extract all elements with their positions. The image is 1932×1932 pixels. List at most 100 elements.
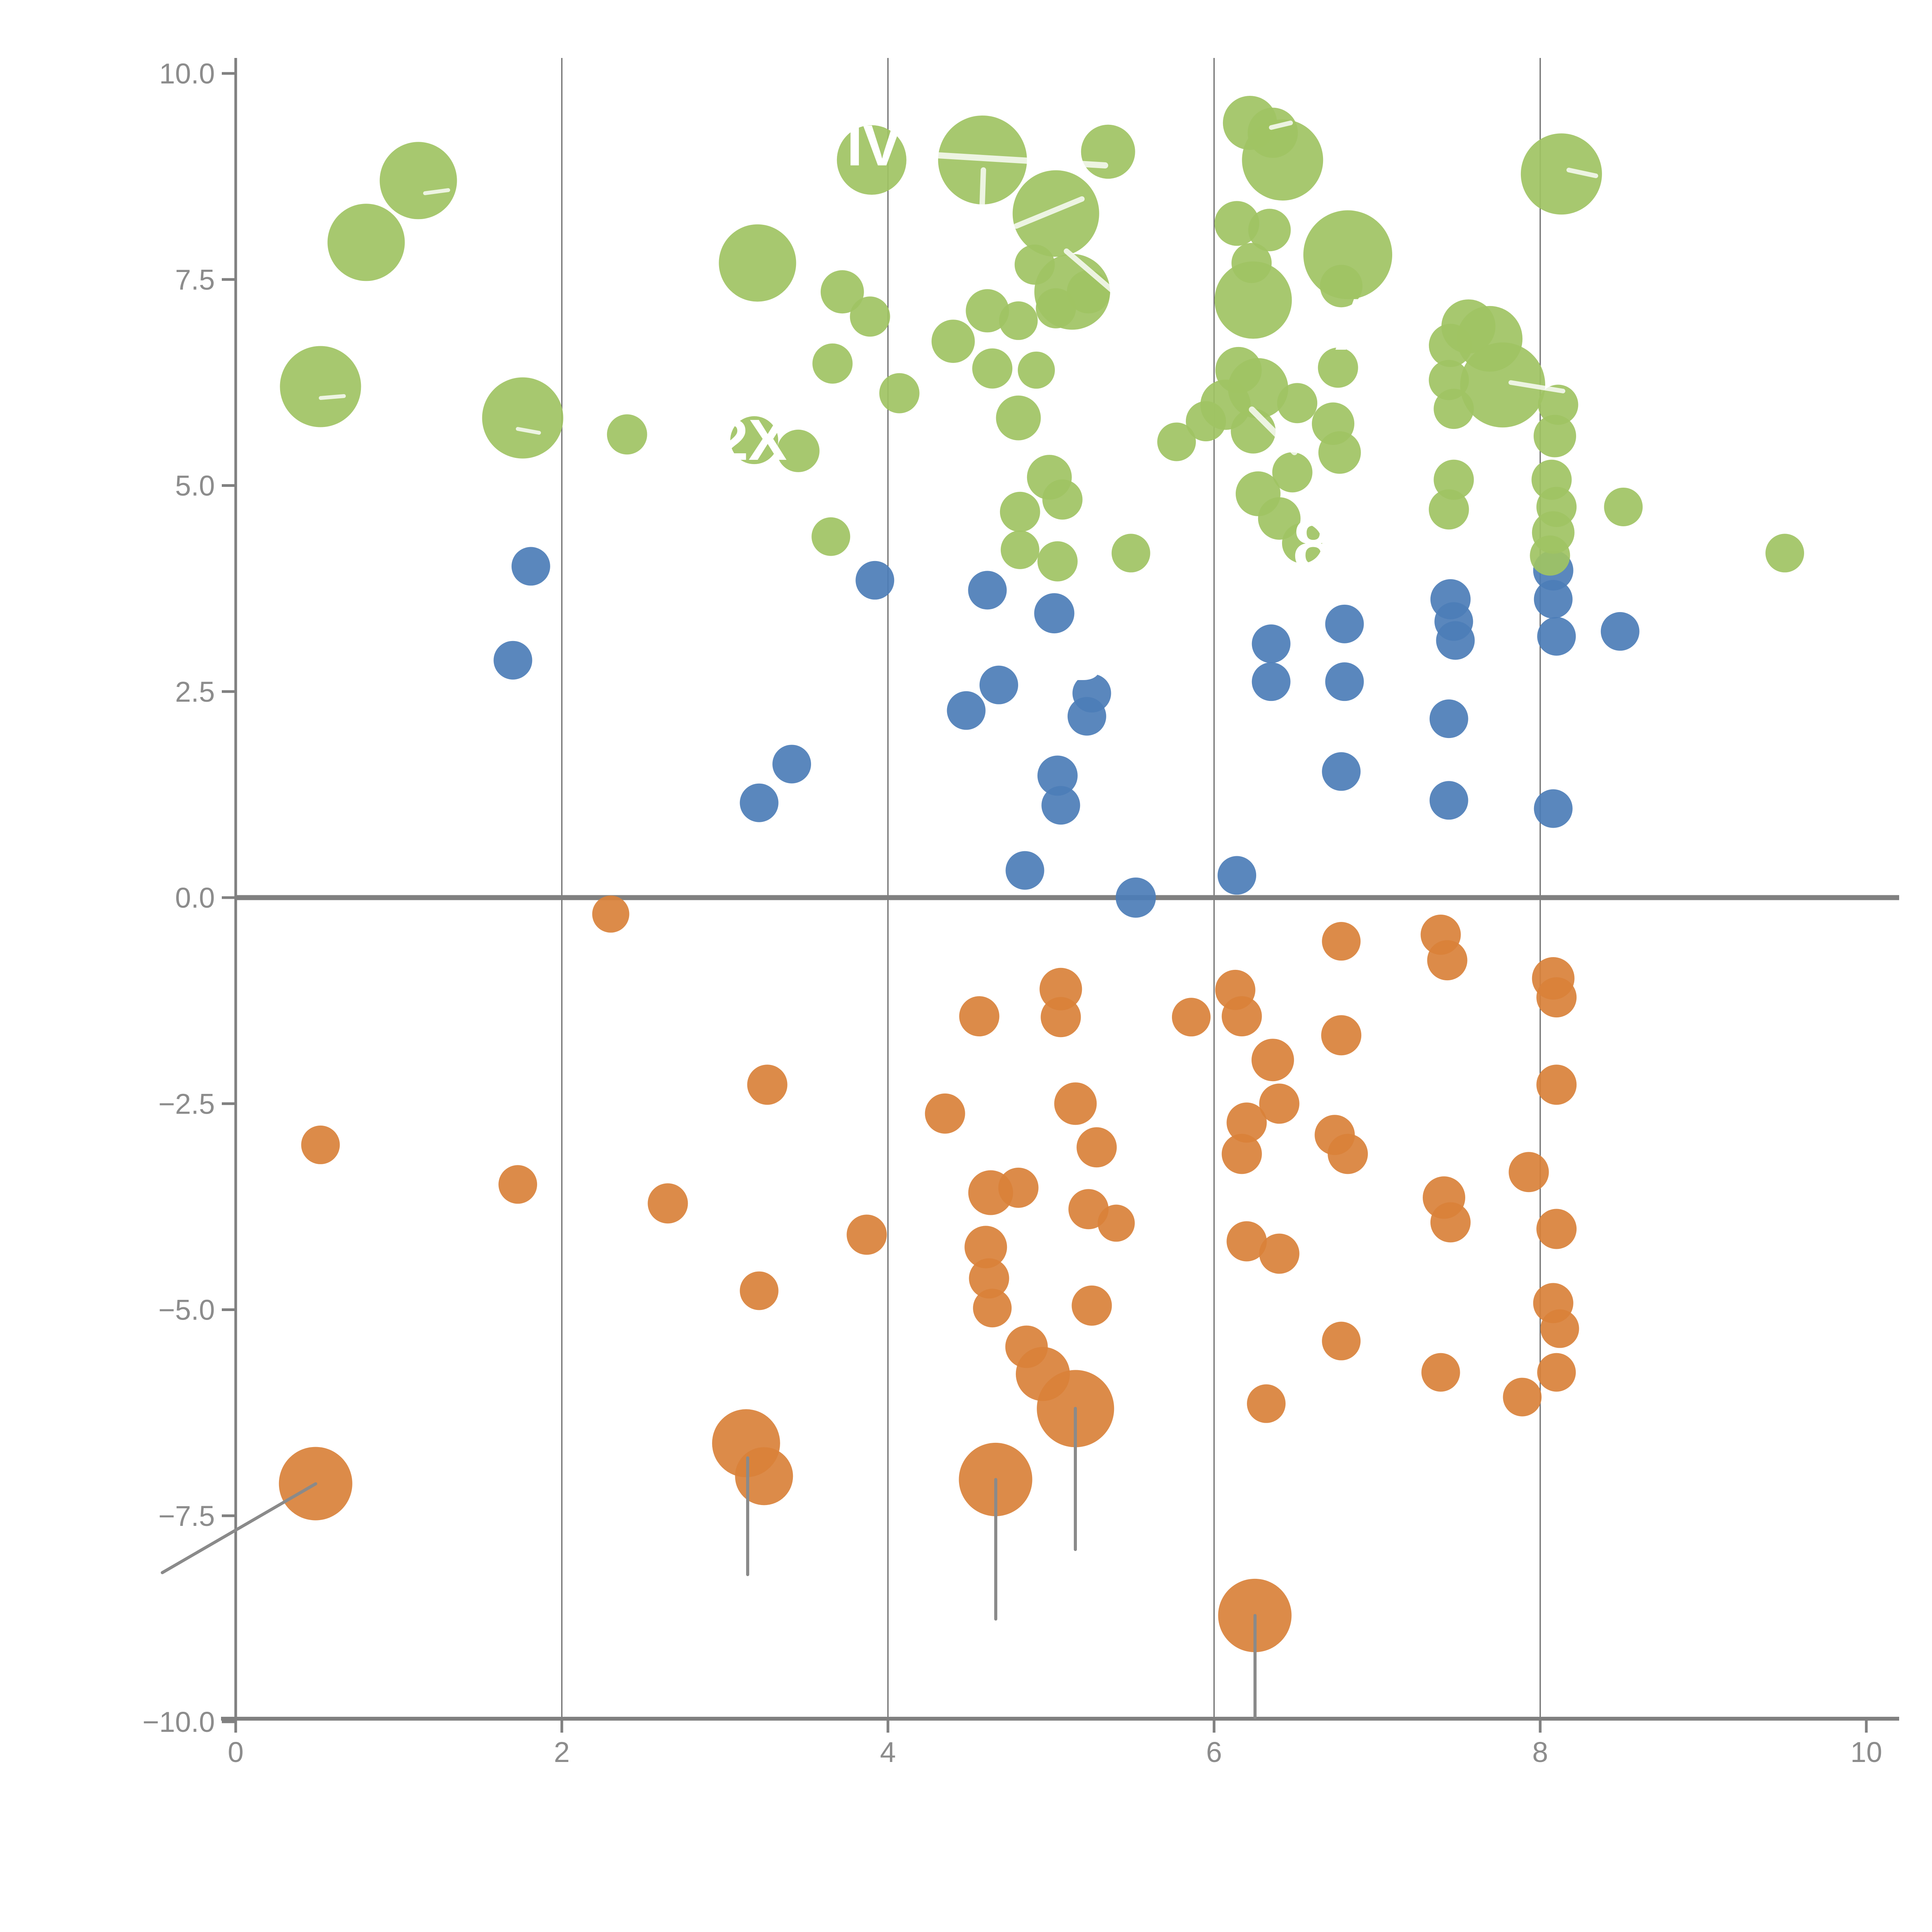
data-point-orange[interactable] xyxy=(1509,1152,1549,1192)
data-point-green[interactable] xyxy=(327,204,405,281)
data-point-orange[interactable] xyxy=(1322,922,1361,961)
data-point-blue[interactable] xyxy=(1534,789,1573,828)
data-point-orange[interactable] xyxy=(1503,1378,1542,1417)
data-point-green[interactable] xyxy=(999,301,1038,340)
data-point-green[interactable] xyxy=(931,320,975,363)
data-point-green[interactable] xyxy=(1042,479,1083,520)
data-point-blue[interactable] xyxy=(1600,612,1639,651)
data-point-green[interactable] xyxy=(607,414,647,455)
data-point-green[interactable] xyxy=(1282,523,1322,563)
data-point-green[interactable] xyxy=(1765,534,1804,573)
data-point-green[interactable] xyxy=(1429,489,1469,530)
data-point-green[interactable] xyxy=(966,289,1009,333)
data-point-orange[interactable] xyxy=(498,1165,537,1204)
data-point-green[interactable] xyxy=(811,517,850,556)
data-point-orange[interactable] xyxy=(1536,1209,1577,1249)
data-point-green[interactable] xyxy=(1520,133,1602,215)
data-point-green[interactable] xyxy=(1272,452,1313,493)
data-point-orange[interactable] xyxy=(998,1167,1039,1208)
data-point-orange[interactable] xyxy=(1041,997,1081,1037)
data-point-green[interactable] xyxy=(1018,351,1055,389)
data-point-green[interactable] xyxy=(1318,347,1358,388)
data-point-green[interactable] xyxy=(820,270,864,314)
data-point-green[interactable] xyxy=(1231,408,1276,454)
data-point-orange[interactable] xyxy=(735,1447,793,1505)
data-point-orange[interactable] xyxy=(1071,1285,1112,1326)
data-point-blue[interactable] xyxy=(1252,624,1291,663)
data-point-orange[interactable] xyxy=(1430,1202,1471,1243)
data-point-blue[interactable] xyxy=(968,571,1007,610)
data-point-green[interactable] xyxy=(379,142,457,219)
data-point-blue[interactable] xyxy=(1325,604,1364,643)
data-point-green[interactable] xyxy=(1014,244,1055,285)
data-point-green[interactable] xyxy=(1434,459,1474,500)
data-point-orange[interactable] xyxy=(969,1258,1009,1299)
data-point-blue[interactable] xyxy=(1537,617,1576,656)
data-point-orange[interactable] xyxy=(1328,1134,1368,1174)
data-point-orange[interactable] xyxy=(1427,940,1468,981)
data-point-blue[interactable] xyxy=(1037,755,1078,796)
data-point-blue[interactable] xyxy=(1322,752,1361,791)
data-point-green[interactable] xyxy=(482,377,563,459)
data-point-orange[interactable] xyxy=(747,1065,787,1105)
data-point-blue[interactable] xyxy=(1429,699,1468,738)
data-point-green[interactable] xyxy=(1000,492,1040,532)
data-point-orange[interactable] xyxy=(1247,1384,1286,1423)
data-point-green[interactable] xyxy=(1320,265,1363,308)
data-point-orange[interactable] xyxy=(740,1271,779,1310)
data-point-orange[interactable] xyxy=(1540,1309,1579,1348)
data-point-green[interactable] xyxy=(1012,170,1099,257)
data-point-orange[interactable] xyxy=(1421,1353,1460,1392)
data-point-blue[interactable] xyxy=(979,665,1018,704)
data-point-green[interactable] xyxy=(972,348,1013,389)
data-point-blue[interactable] xyxy=(740,783,779,822)
data-point-orange[interactable] xyxy=(925,1093,965,1134)
data-point-orange[interactable] xyxy=(1536,1065,1577,1105)
data-point-blue[interactable] xyxy=(1252,662,1291,701)
data-point-blue[interactable] xyxy=(947,691,986,730)
data-point-green[interactable] xyxy=(1242,119,1323,201)
data-point-blue[interactable] xyxy=(772,745,811,784)
data-point-blue[interactable] xyxy=(493,641,532,680)
data-point-orange[interactable] xyxy=(1321,1015,1362,1056)
data-point-orange[interactable] xyxy=(1259,1233,1299,1274)
data-point-blue[interactable] xyxy=(855,561,895,600)
data-point-orange[interactable] xyxy=(1537,1353,1576,1392)
data-point-green[interactable] xyxy=(1111,534,1150,573)
data-point-blue[interactable] xyxy=(1005,851,1044,890)
data-point-orange[interactable] xyxy=(1039,968,1082,1010)
data-point-blue[interactable] xyxy=(1429,781,1468,820)
data-point-orange[interactable] xyxy=(847,1214,887,1255)
data-point-green[interactable] xyxy=(1533,415,1576,457)
data-point-blue[interactable] xyxy=(511,547,550,586)
data-point-green[interactable] xyxy=(850,296,890,337)
data-point-blue[interactable] xyxy=(1325,662,1364,701)
data-point-green[interactable] xyxy=(837,125,906,195)
data-point-orange[interactable] xyxy=(973,1289,1012,1328)
data-point-blue[interactable] xyxy=(1041,786,1080,825)
data-point-blue[interactable] xyxy=(1116,878,1156,918)
data-point-green[interactable] xyxy=(1214,261,1292,339)
data-point-orange[interactable] xyxy=(1322,1321,1361,1361)
data-point-green[interactable] xyxy=(1081,124,1135,179)
data-point-orange[interactable] xyxy=(1054,1082,1097,1125)
data-point-green[interactable] xyxy=(280,346,361,427)
data-point-blue[interactable] xyxy=(1072,674,1111,713)
data-point-orange[interactable] xyxy=(964,1226,1007,1269)
data-point-orange[interactable] xyxy=(1221,1134,1262,1174)
data-point-green[interactable] xyxy=(996,395,1041,440)
data-point-orange[interactable] xyxy=(1226,1221,1267,1262)
data-point-green[interactable] xyxy=(1277,383,1318,423)
data-point-orange[interactable] xyxy=(1077,1127,1117,1168)
data-point-green[interactable] xyxy=(1000,530,1039,569)
data-point-orange[interactable] xyxy=(1259,1083,1299,1124)
data-point-orange[interactable] xyxy=(1097,1204,1135,1242)
data-point-green[interactable] xyxy=(1318,431,1361,474)
data-point-orange[interactable] xyxy=(1172,998,1211,1037)
data-point-blue[interactable] xyxy=(1534,580,1573,619)
data-point-green[interactable] xyxy=(879,373,920,413)
data-point-orange[interactable] xyxy=(648,1183,688,1224)
data-point-blue[interactable] xyxy=(1436,621,1475,660)
data-point-green[interactable] xyxy=(777,429,820,472)
data-point-blue[interactable] xyxy=(1218,856,1257,895)
